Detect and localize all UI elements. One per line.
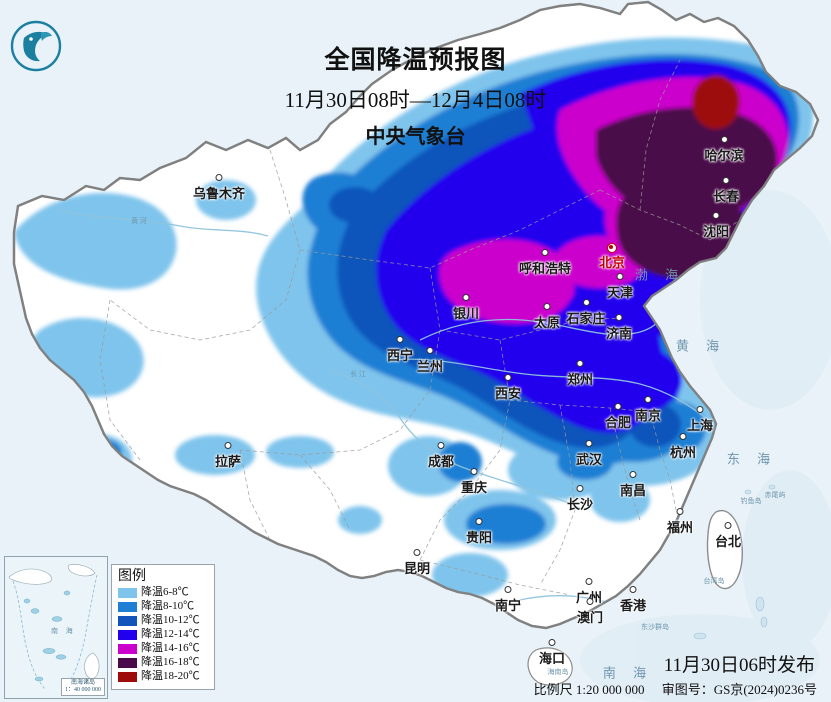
- islets: [693, 484, 776, 640]
- legend-box: 图例 降温6-8℃ 降温8-10℃ 降温10-12℃ 降温12-14℃ 降温14-16℃…: [111, 564, 215, 690]
- band-18-20: [692, 75, 740, 129]
- cma-logo-icon: [10, 20, 62, 72]
- legend-swatch: [118, 643, 137, 654]
- legend-item: 降温6-8℃: [118, 586, 209, 599]
- map-approval-number: 审图号：GS京(2024)0236号: [661, 682, 817, 697]
- legend-swatch: [118, 657, 137, 668]
- legend-swatch: [118, 587, 137, 598]
- legend-item: 降温18-20℃: [118, 670, 209, 683]
- legend-swatch: [118, 629, 137, 640]
- legend-swatch: [118, 671, 137, 682]
- map-scale: 比例尺 1:20 000 000: [533, 682, 645, 697]
- band-16-18: [596, 107, 778, 280]
- legend-item: 降温12-14℃: [118, 628, 209, 641]
- inset-scale: 1：40 000 000: [64, 687, 101, 693]
- legend-swatch: [118, 601, 137, 612]
- legend-label: 降温6-8℃: [141, 586, 189, 598]
- legend-item: 降温8-10℃: [118, 600, 209, 613]
- legend-item: 降温10-12℃: [118, 614, 209, 627]
- legend-item: 降温16-18℃: [118, 656, 209, 669]
- legend-label: 降温14-16℃: [141, 642, 200, 654]
- hainan-island: [527, 647, 573, 686]
- legend-label: 降温12-14℃: [141, 628, 200, 640]
- legend-rows: 降温6-8℃ 降温8-10℃ 降温10-12℃ 降温12-14℃ 降温14-16℃ 降温1…: [118, 586, 209, 683]
- inset-scale-box: 南海诸岛 1：40 000 000: [60, 678, 105, 696]
- taiwan-island: [706, 509, 743, 590]
- release-time: 11月30日06时发布: [663, 655, 815, 676]
- legend-label: 降温16-18℃: [141, 656, 200, 668]
- legend-label: 降温8-10℃: [141, 600, 195, 612]
- legend-title: 图例: [118, 569, 146, 584]
- legend-item: 降温14-16℃: [118, 642, 209, 655]
- footer-line: 比例尺 1:20 000 000 审图号：GS京(2024)0236号: [520, 679, 817, 698]
- inset-title: 南海诸岛: [70, 680, 95, 686]
- national-border: [12, 0, 820, 630]
- svg-text:南 海: 南 海: [51, 626, 76, 635]
- south-china-sea-inset: 南 海 南海诸岛 1：40 000 000: [4, 556, 108, 699]
- legend-swatch: [118, 615, 137, 626]
- legend-label: 降温10-12℃: [141, 614, 200, 626]
- legend-label: 降温18-20℃: [141, 670, 200, 682]
